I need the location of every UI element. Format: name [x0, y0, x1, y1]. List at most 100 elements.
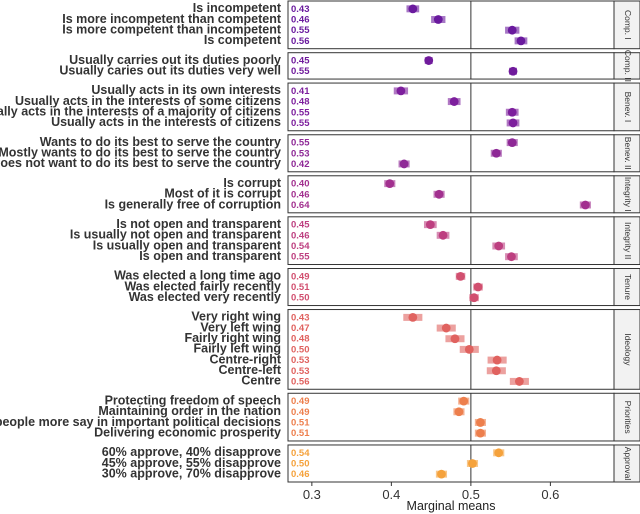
- value-label: 0.40: [291, 179, 310, 190]
- value-label: 0.46: [291, 230, 310, 241]
- facet-strip-label: Integrity I: [623, 177, 633, 212]
- facet-strip: [613, 52, 640, 80]
- facet-panel: Approval 60% approve, 40% disapprove 0.54 4…: [102, 444, 640, 483]
- facet-strip: [613, 175, 640, 214]
- point-estimate: [580, 200, 590, 210]
- panel-frame: [287, 52, 615, 80]
- facet-panel: Benev. I Usually acts in its own interest…: [0, 82, 640, 132]
- point-estimate: [494, 448, 504, 458]
- row-label: Is usually open and transparent: [93, 238, 282, 252]
- facet-strip-label: Integrity II: [623, 222, 633, 259]
- row-label: Protecting freedom of speech: [105, 393, 281, 407]
- row-label: 45% approve, 55% disapprove: [102, 456, 281, 470]
- x-tick-label: 0.5: [462, 487, 480, 502]
- row-label: Is incompetent: [193, 1, 282, 15]
- point-estimate: [469, 293, 479, 303]
- point-estimate: [441, 323, 451, 333]
- value-label: 0.48: [291, 334, 310, 345]
- point-estimate: [514, 377, 524, 386]
- value-label: 0.42: [291, 159, 310, 170]
- value-label: 0.45: [291, 56, 310, 67]
- value-label: 0.43: [291, 4, 310, 15]
- facet-strip: [613, 268, 640, 307]
- panel-frame: [287, 268, 615, 307]
- point-estimate: [468, 459, 477, 468]
- value-label: 0.55: [291, 252, 310, 263]
- point-estimate: [473, 282, 483, 292]
- row-label: Centre-left: [218, 363, 281, 377]
- point-estimate: [434, 189, 444, 199]
- facet-strip-label: Tenure: [623, 274, 633, 300]
- row-label: Is usually not open and transparent: [70, 228, 282, 242]
- value-label: 0.64: [291, 200, 310, 211]
- value-label: 0.50: [291, 344, 310, 355]
- point-estimate: [492, 355, 502, 365]
- panel-frame: [287, 216, 615, 266]
- point-estimate: [507, 138, 517, 147]
- value-label: 0.47: [291, 323, 310, 334]
- row-label: Very left wing: [200, 320, 281, 334]
- value-label: 0.55: [291, 138, 310, 149]
- row-label: Very right wing: [191, 310, 281, 324]
- point-estimate: [408, 312, 418, 322]
- value-label: 0.49: [291, 407, 310, 418]
- row-label: Is corrupt: [223, 176, 281, 190]
- row-label: Is competent: [204, 33, 282, 47]
- value-label: 0.51: [291, 417, 310, 428]
- value-label: 0.46: [291, 469, 310, 480]
- facet-strip-label: Priorities: [623, 401, 633, 434]
- row-label: Is not open and transparent: [116, 217, 281, 231]
- point-estimate: [424, 56, 434, 65]
- point-estimate: [507, 25, 517, 35]
- value-label: 0.41: [291, 86, 310, 97]
- point-estimate: [449, 97, 459, 106]
- value-label: 0.55: [291, 118, 310, 129]
- point-estimate: [507, 252, 516, 262]
- facet-strip-label: Approval: [623, 447, 633, 481]
- point-estimate: [425, 220, 435, 230]
- facet-strip: [613, 216, 640, 266]
- point-estimate: [385, 179, 395, 189]
- panel-frame: [287, 392, 615, 442]
- facet-panel: Benev. II Wants to do its best to serve t…: [0, 134, 640, 173]
- row-label: Usually acts in the interests of a major…: [0, 105, 281, 119]
- panel-frame: [287, 175, 615, 214]
- value-label: 0.51: [291, 282, 310, 293]
- row-label: Was elected fairly recently: [124, 279, 281, 293]
- point-estimate: [507, 107, 517, 117]
- facet-strip-label: Benev. I: [623, 92, 633, 123]
- facet-strip: [613, 444, 640, 483]
- row-label: Was elected a long time ago: [114, 269, 281, 283]
- x-tick-label: 0.3: [303, 487, 321, 502]
- facet-strip: [613, 309, 640, 390]
- value-label: 0.56: [291, 376, 310, 387]
- point-estimate: [464, 345, 474, 354]
- row-label: Is more competent than incompetent: [62, 22, 282, 36]
- facet-panel: Tenure Was elected a long time ago 0.49 Was…: [114, 268, 640, 307]
- row-label: Does not want to do its best to serve th…: [0, 156, 281, 170]
- value-label: 0.54: [291, 241, 310, 252]
- point-estimate: [454, 407, 464, 417]
- facet-panel: Integrity II Is not open and transparent 0…: [70, 216, 640, 266]
- point-estimate: [450, 334, 460, 344]
- facet-panel: Priorities Protecting freedom of speech 0.…: [0, 392, 640, 442]
- value-label: 0.56: [291, 36, 310, 47]
- panel-frame: [287, 0, 615, 50]
- facet-strip-label: Comp. I: [623, 10, 633, 40]
- value-label: 0.50: [291, 293, 310, 304]
- point-estimate: [396, 86, 406, 96]
- value-label: 0.43: [291, 312, 310, 323]
- point-estimate: [516, 36, 526, 46]
- x-tick-label: 0.4: [382, 487, 400, 502]
- facet-panel: Comp. II Usually carries out its duties p…: [59, 50, 640, 82]
- value-label: 0.49: [291, 271, 310, 282]
- row-label: Was elected very recently: [129, 290, 281, 304]
- value-label: 0.46: [291, 189, 310, 200]
- point-estimate: [491, 148, 501, 158]
- facet-strip-label: Benev. II: [623, 137, 633, 170]
- value-label: 0.53: [291, 355, 310, 366]
- row-label: Most of it is corrupt: [164, 187, 282, 201]
- point-estimate: [456, 271, 465, 281]
- value-label: 0.53: [291, 366, 310, 377]
